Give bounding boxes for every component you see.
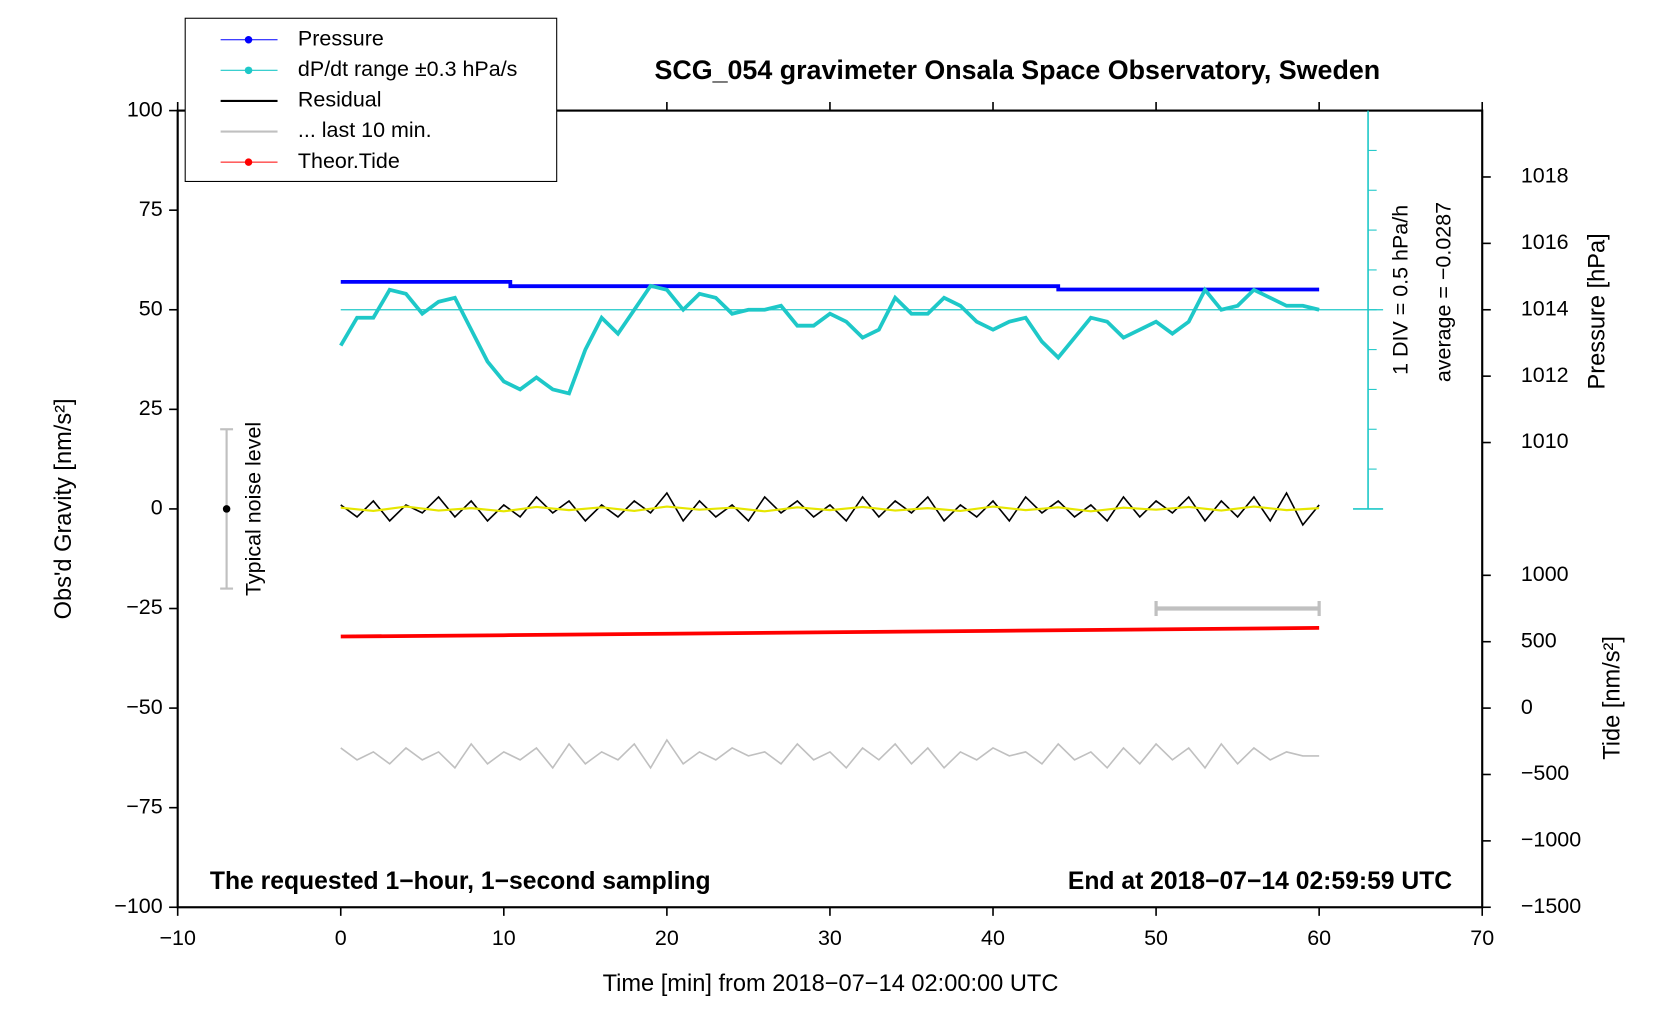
x-tick-label: 10 [492,926,516,950]
y2-tick-label: 1018 [1521,164,1569,188]
series-line [339,283,1320,396]
y3-tick-label: −1500 [1521,894,1581,918]
x-tick-label: 0 [335,926,347,950]
y2-tick-label: 1016 [1521,230,1569,254]
legend-label: Theor.Tide [298,149,400,173]
y2-tick-label: 1014 [1521,296,1569,320]
legend-marker [244,35,253,44]
y3-tick-label: −1000 [1521,828,1581,852]
series-line [340,279,1320,292]
y3-tick-label: 500 [1521,628,1557,652]
x-axis-label: Time [min] from 2018−07−14 02:00:00 UTC [603,971,1059,997]
series-line [340,738,1320,770]
y-tick-label: −100 [114,894,162,918]
x-tick-label: 50 [1144,926,1168,950]
legend-marker [244,66,253,75]
legend-label: Residual [298,88,382,112]
y-tick-label: −25 [126,595,162,619]
series-line [340,491,1320,527]
legend-label: dP/dt range ±0.3 hPa/s [298,57,517,81]
series-line [340,505,1320,513]
annotation: average = −0.0287 [1431,202,1455,382]
annotation: The requested 1−hour, 1−second sampling [210,868,711,895]
x-tick-label: 70 [1470,926,1494,950]
y-axis-label: Obs'd Gravity [nm/s²] [51,398,77,619]
y3-tick-label: 1000 [1521,562,1569,586]
y3-tick-label: 0 [1521,695,1533,719]
annotation: Typical noise level [242,422,266,596]
y-tick-label: 0 [151,496,163,520]
legend-marker [244,158,253,166]
y-tick-label: 100 [127,97,163,121]
annotation: End at 2018−07−14 02:59:59 UTC [1068,868,1452,895]
legend-label: Pressure [298,26,384,50]
y3-axis-label: Tide [nm/s²] [1599,636,1625,760]
y2-tick-label: 1010 [1521,429,1569,453]
x-tick-label: 40 [981,926,1005,950]
y-tick-label: −75 [126,794,162,818]
y-tick-label: 25 [139,396,163,420]
noise-center [222,505,231,513]
y-tick-label: 75 [139,197,163,221]
y3-tick-label: −500 [1521,761,1569,785]
x-tick-label: 30 [818,926,842,950]
legend-label: ... last 10 min. [298,118,432,142]
x-tick-label: −10 [159,926,195,950]
x-tick-label: 20 [655,926,679,950]
x-tick-label: 60 [1307,926,1331,950]
y-tick-label: 50 [139,296,163,320]
annotation: 1 DIV = 0.5 hPa/h [1388,205,1412,375]
y2-tick-label: 1012 [1521,363,1569,387]
y2-axis-label: Pressure [hPa] [1584,233,1610,389]
y-tick-label: −50 [126,695,162,719]
chart-title: SCG_054 gravimeter Onsala Space Observat… [654,55,1380,85]
series-line [340,626,1320,639]
